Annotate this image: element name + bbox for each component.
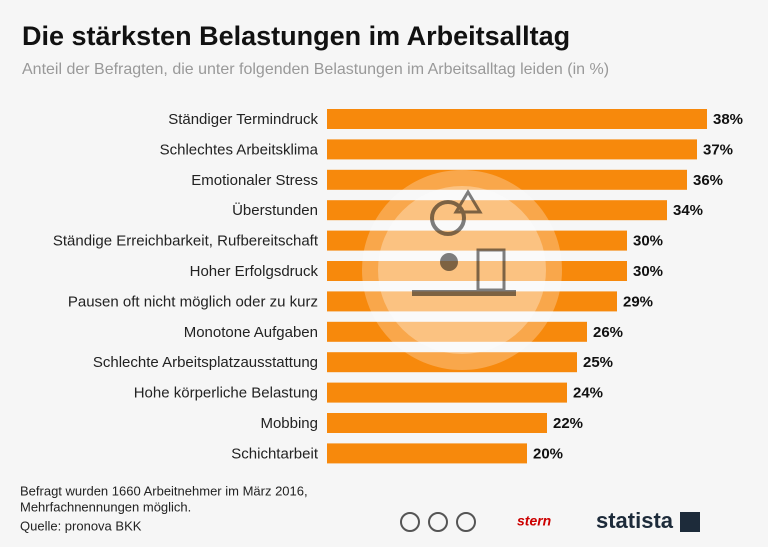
bar bbox=[327, 200, 667, 221]
clock bbox=[430, 200, 466, 236]
head bbox=[440, 253, 458, 271]
value-label: 34% bbox=[673, 202, 703, 219]
note: Befragt wurden 1660 Arbeitnehmer im März… bbox=[20, 483, 308, 498]
value-label: 26% bbox=[593, 324, 623, 341]
category-label: Überstunden bbox=[232, 201, 318, 219]
category-label: Hohe körperliche Belastung bbox=[134, 385, 318, 402]
license-icons bbox=[400, 512, 476, 532]
bar bbox=[327, 352, 577, 373]
value-label: 20% bbox=[533, 445, 563, 462]
icon bbox=[362, 170, 562, 370]
bar bbox=[327, 382, 567, 403]
bar bbox=[327, 139, 697, 160]
warning bbox=[453, 189, 483, 214]
bar bbox=[327, 109, 707, 129]
note: Mehrfachnennungen möglich. bbox=[20, 499, 191, 514]
bar bbox=[327, 230, 627, 251]
value-label: 25% bbox=[583, 354, 613, 371]
category-label: Hoher Erfolgsdruck bbox=[190, 263, 319, 280]
category-label: Schlechte Arbeitsplatzausstattung bbox=[93, 354, 318, 371]
value-label: 37% bbox=[703, 141, 733, 158]
source: Quelle: pronova BKK bbox=[20, 518, 142, 533]
value-label: 30% bbox=[633, 233, 663, 250]
value-label: 30% bbox=[633, 263, 663, 280]
category-label: Emotionaler Stress bbox=[191, 172, 318, 189]
papers bbox=[476, 248, 506, 292]
category-label: Ständiger Termindruck bbox=[168, 111, 318, 128]
category-label: Ständige Erreichbarkeit, Rufbereitschaft bbox=[53, 233, 319, 250]
bar bbox=[327, 291, 617, 312]
logo-mark bbox=[680, 512, 700, 532]
category-label: Mobbing bbox=[260, 415, 318, 432]
bar bbox=[327, 321, 587, 342]
value-label: 22% bbox=[553, 415, 583, 432]
bar bbox=[327, 413, 547, 433]
value-label: 36% bbox=[693, 172, 723, 189]
category-label: Monotone Aufgaben bbox=[184, 324, 318, 341]
value-label: 24% bbox=[573, 385, 603, 402]
logo-stern: stern bbox=[517, 513, 551, 529]
bar bbox=[327, 169, 687, 190]
category-label: Schichtarbeit bbox=[231, 445, 319, 462]
desk bbox=[412, 290, 516, 296]
icon-disc bbox=[378, 186, 546, 354]
category-label: Pausen oft nicht möglich oder zu kurz bbox=[68, 293, 318, 310]
value-label: 29% bbox=[623, 293, 653, 310]
chart-subtitle: Anteil der Befragten, die unter folgende… bbox=[22, 61, 609, 78]
category-label: Schlechtes Arbeitsklima bbox=[160, 141, 319, 158]
bar bbox=[327, 443, 527, 464]
icon-halo bbox=[362, 170, 562, 370]
logo-statista: statista bbox=[596, 508, 674, 533]
bars: Ständiger Termindruck 38% Schlechtes Arbei… bbox=[53, 109, 743, 464]
chart-title: Die stärksten Belastungen im Arbeitsallt… bbox=[22, 21, 570, 51]
value-label: 38% bbox=[713, 111, 743, 128]
